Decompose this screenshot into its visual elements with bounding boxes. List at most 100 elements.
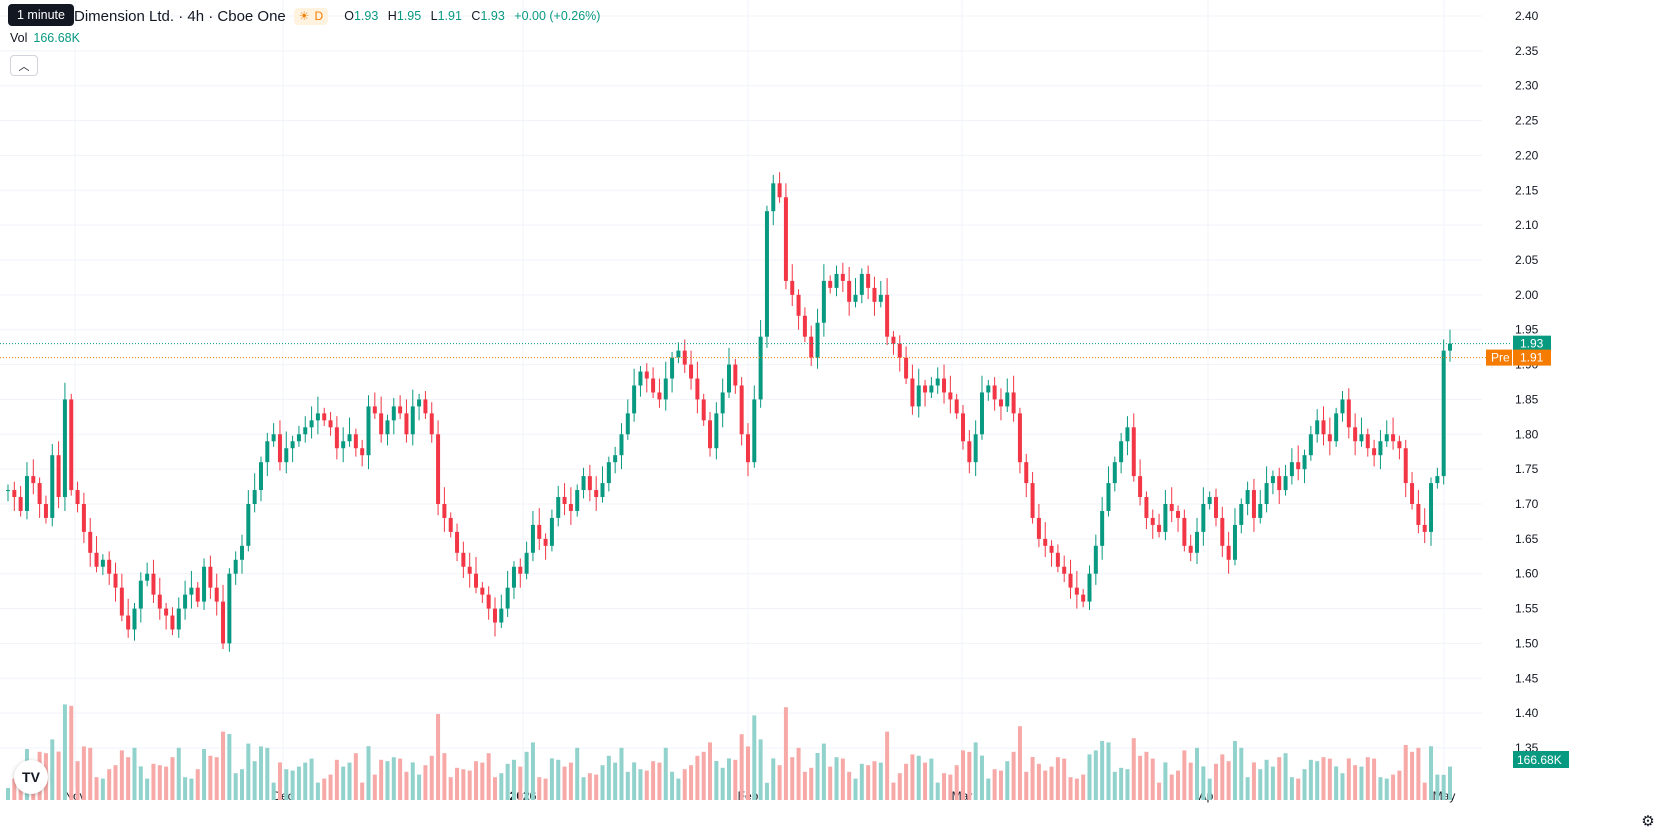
price-tick-label: 1.60 — [1515, 567, 1539, 581]
volume-bar — [75, 761, 80, 800]
volume-bar — [62, 704, 67, 800]
volume-bar — [796, 747, 801, 800]
volume-bar — [214, 757, 219, 800]
volume-bar — [1213, 763, 1218, 800]
collapse-legend-button[interactable]: ︿ — [10, 55, 38, 76]
volume-bar — [81, 746, 86, 800]
volume-bar — [157, 765, 162, 800]
candle-body — [1036, 517, 1041, 539]
volume-bar — [1283, 753, 1288, 800]
volume-bar — [739, 734, 744, 800]
volume-bar — [138, 766, 143, 800]
low-value: 1.91 — [437, 9, 462, 23]
volume-bar — [897, 773, 902, 800]
volume-bar — [720, 767, 725, 800]
volume-bar — [492, 777, 497, 800]
price-tick-label: 2.00 — [1515, 288, 1539, 302]
price-tick-label: 2.20 — [1515, 148, 1539, 162]
candle-body — [1150, 517, 1155, 525]
symbol-title[interactable]: Dimension Ltd. · 4h · Cboe One — [74, 7, 286, 25]
volume-bar — [227, 734, 232, 800]
volume-bar — [853, 778, 858, 800]
candle-body — [1226, 545, 1231, 560]
candle-body — [790, 280, 795, 295]
candle-body — [613, 455, 618, 463]
volume-bar — [1119, 767, 1124, 800]
volume-bar — [606, 755, 611, 800]
candle-body — [1441, 350, 1446, 477]
volume-bar — [1068, 777, 1073, 800]
candle-body — [1327, 434, 1332, 442]
candle-body — [1131, 427, 1136, 477]
candle-body — [859, 273, 864, 295]
volume-bar — [341, 766, 346, 800]
candle-body — [720, 392, 725, 414]
high-label: H — [387, 9, 397, 23]
volume-bar — [613, 762, 618, 800]
volume-bar — [113, 765, 118, 800]
ohlc-values: O1.93 H1.95 L1.91 C1.93 +0.00 (+0.26%) — [338, 9, 600, 23]
volume-bar — [1055, 757, 1060, 800]
volume-bar — [828, 766, 833, 800]
candle-body — [1321, 420, 1326, 435]
volume-bar — [1264, 759, 1269, 800]
volume-badge-text: 166.68K — [1517, 753, 1562, 767]
volume-bar — [1100, 741, 1105, 800]
volume-bar — [682, 769, 687, 800]
candle-body — [644, 371, 649, 379]
volume-bar — [107, 769, 112, 800]
volume-bar — [891, 782, 896, 800]
candle-body — [891, 336, 896, 344]
volume-bar — [809, 767, 814, 800]
volume-bar — [391, 757, 396, 800]
candle-body — [638, 371, 643, 386]
candle-body — [1372, 448, 1377, 456]
candle-body — [885, 294, 890, 337]
candle-body — [1346, 399, 1351, 428]
volume-bar — [556, 759, 561, 800]
volume-bar — [94, 777, 99, 800]
price-tick-label: 2.40 — [1515, 9, 1539, 23]
session-badge[interactable]: ☀ D — [293, 7, 329, 25]
chart-legend: Dimension Ltd. · 4h · Cboe One ☀ D O1.93… — [10, 6, 600, 26]
candle-body — [708, 420, 713, 449]
volume-bar — [587, 773, 592, 800]
tooltip-text: 1 minute — [17, 8, 65, 22]
volume-bar — [1024, 771, 1029, 800]
volume-bar — [1201, 766, 1206, 800]
tradingview-logo[interactable]: TV — [14, 760, 48, 794]
volume-bar — [265, 747, 270, 800]
volume-bar — [537, 777, 542, 800]
volume-bar — [549, 758, 554, 800]
volume-bar — [240, 769, 245, 800]
volume-bar — [935, 782, 940, 800]
candle-body — [796, 294, 801, 316]
candle-body — [834, 273, 839, 288]
volume-bar — [511, 759, 516, 800]
candle-body — [151, 573, 156, 595]
volume-bar — [1359, 766, 1364, 800]
volume-bar — [1239, 747, 1244, 800]
volume-bar — [164, 766, 169, 800]
candle-body — [1138, 476, 1143, 498]
candle-body — [81, 504, 86, 532]
volume-bar — [1308, 759, 1313, 800]
volume-bar — [733, 759, 738, 800]
candle-body — [897, 343, 902, 358]
volume-bar — [1030, 757, 1035, 800]
candle-body — [164, 608, 169, 616]
chart-settings-button[interactable]: ⚙ — [1638, 811, 1658, 831]
candle-body — [252, 490, 257, 504]
volume-bar — [670, 771, 675, 800]
low-label: L — [430, 9, 438, 23]
candle-body — [341, 441, 346, 449]
volume-bar — [1346, 758, 1351, 800]
candle-body — [1207, 497, 1212, 504]
volume-bar — [745, 746, 750, 800]
volume-bar — [410, 762, 415, 800]
volume-bar — [1131, 738, 1136, 800]
candle-body — [189, 587, 194, 595]
close-label: C — [471, 9, 481, 23]
candle-body — [745, 434, 750, 463]
